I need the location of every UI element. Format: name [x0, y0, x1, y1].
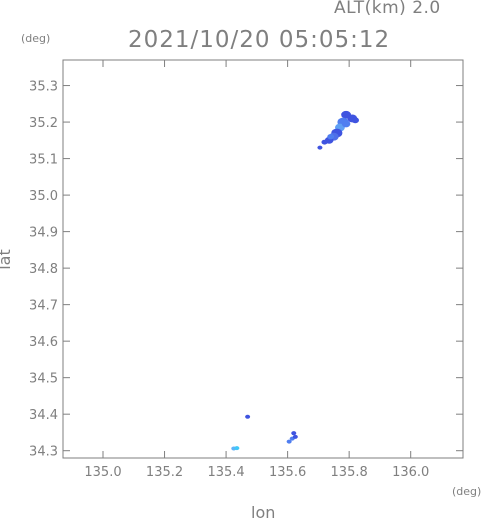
y-axis-unit: (deg) [21, 32, 51, 45]
y-tick-label: 34.9 [29, 226, 58, 241]
x-tick-label: 135.2 [146, 465, 183, 480]
echo-point [341, 120, 351, 128]
chart-title: 2021/10/20 05:05:12 [128, 27, 391, 53]
echo-point [341, 110, 352, 119]
echo-point [292, 434, 298, 439]
y-tick-label: 35.2 [29, 116, 58, 131]
y-tick-label: 35.3 [29, 80, 58, 95]
x-tick-label: 135.4 [207, 465, 244, 480]
x-tick-label: 136.0 [392, 465, 429, 480]
echo-point [351, 117, 359, 124]
y-tick-label: 34.7 [29, 299, 58, 314]
x-tick-label: 135.6 [269, 465, 306, 480]
tick-layer: 135.0 135.2 135.4 135.6 135.8 136.0 34.3 34.4 34… [29, 60, 463, 480]
y-tick-label: 34.3 [29, 445, 58, 460]
echo-point [245, 414, 251, 419]
x-tick-label: 135.0 [84, 465, 121, 480]
x-tick-label: 135.8 [331, 465, 368, 480]
y-tick-label: 35.0 [29, 189, 58, 204]
x-axis-label: lon [251, 503, 276, 522]
echo-point [291, 431, 297, 436]
echo-layer [231, 110, 359, 451]
y-tick-label: 34.4 [29, 408, 58, 423]
echo-point [286, 439, 292, 444]
y-tick-label: 35.1 [29, 153, 58, 168]
echo-point [234, 446, 240, 451]
y-tick-label: 34.5 [29, 372, 58, 387]
echo-point [321, 139, 328, 145]
y-tick-label: 34.6 [29, 335, 58, 350]
echo-point [327, 133, 335, 140]
plot-frame [62, 59, 464, 459]
x-axis-unit: (deg) [452, 485, 482, 498]
altitude-label: ALT(km) 2.0 [334, 0, 441, 18]
y-tick-label: 34.8 [29, 262, 58, 277]
echo-point [317, 145, 323, 150]
